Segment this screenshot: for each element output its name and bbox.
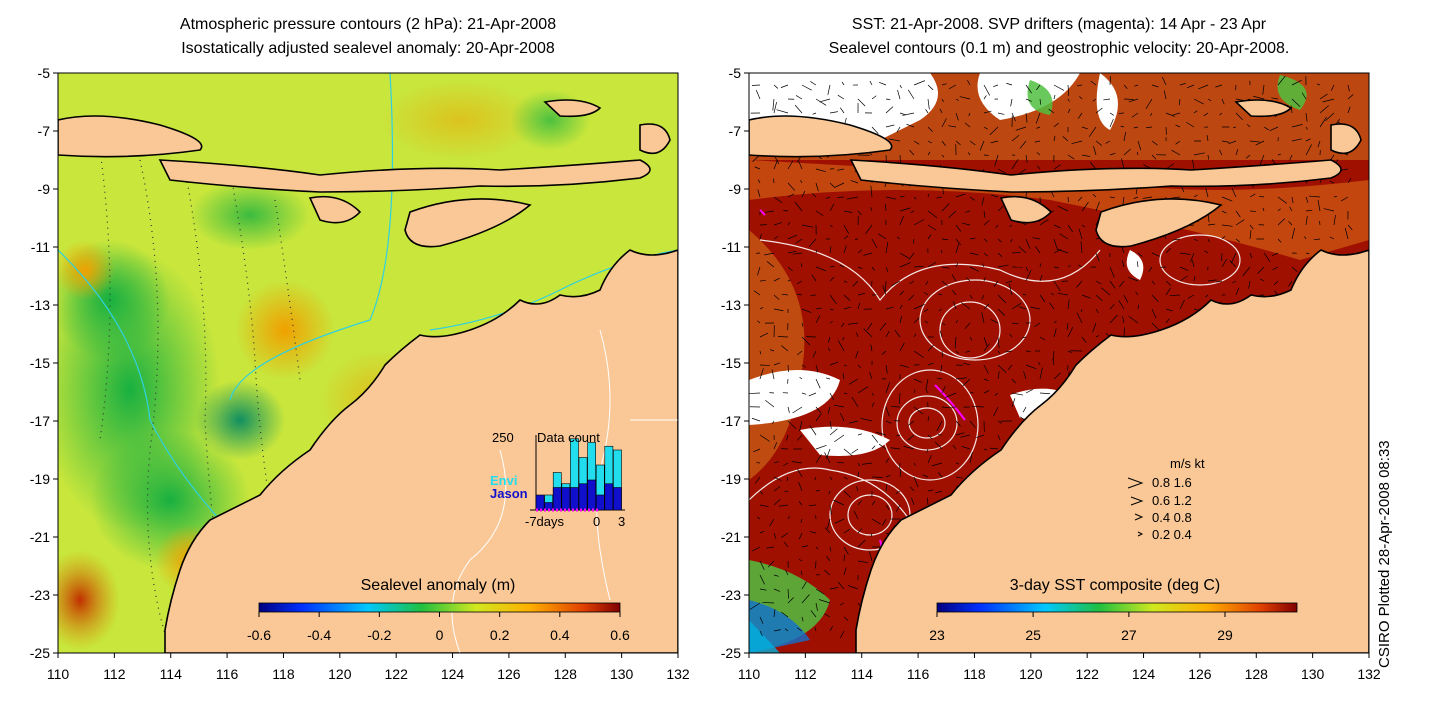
left-ytick-label: -5 [38,65,51,81]
sealevel-colorbar: Sealevel anomaly (m) -0.6 -0.4 -0.2 0 0.2 0.4… [247,577,630,643]
inset-max-label: 250 [492,430,514,445]
sealevel-colorbar-tick-label: -0.4 [307,627,331,643]
right-xtick-label: 122 [1076,666,1100,682]
left-xtick-label: 126 [497,666,521,682]
jason-bar [595,494,605,511]
right-axes: 110 112 114 116 118 120 122 124 126 128 130 132 -5 -7… [721,65,1381,682]
left-ytick-label: -9 [38,181,51,197]
speed-legend-header: m/s kt [1170,456,1205,471]
jason-bar [552,487,562,511]
jason-bar [578,483,588,511]
left-title-line2: Isostatically adjusted sealevel anomaly:… [181,40,555,57]
right-xtick-label: 114 [851,666,874,682]
sealevel-colorbar-tick-label: 0.2 [490,627,510,643]
right-ytick-label: -23 [721,587,741,603]
left-ytick-label: -7 [38,123,51,139]
right-title-line2: Sealevel contours (0.1 m) and geostrophi… [828,40,1290,57]
sealevel-colorbar-tick-label: -0.2 [367,627,391,643]
left-xtick-label: 114 [160,666,183,682]
credit-line: CSIRO Plotted 28-Apr-2008 08:33 [1376,440,1393,668]
right-xtick-label: 112 [794,666,817,682]
sst-colorbar-tick-label: 23 [929,627,945,643]
sealevel-anomaly-map: 250 Data count Envi Jason -7days 0 3 [58,73,678,653]
left-xtick-label: 116 [216,666,239,682]
sealevel-colorbar-tick-label: 0.4 [550,627,570,643]
left-ytick-label: -21 [30,529,50,545]
right-ytick-label: -15 [721,355,741,371]
inset-title: Data count [537,430,600,445]
speed-legend-row-4: 0.2 0.4 [1152,527,1192,542]
left-xtick-label: 112 [103,666,126,682]
left-title-line1: Atmospheric pressure contours (2 hPa): 2… [179,16,557,33]
right-ytick-label: -9 [729,181,742,197]
sst-map: m/s kt 0.8 1.6 0.6 1.2 0.4 0.8 0.2 0.4 [749,73,1369,653]
left-ytick-label: -17 [30,413,50,429]
inset-xtick-zero: 0 [593,514,600,529]
sst-colorbar: 3-day SST composite (deg C) 23 25 27 29 [929,577,1298,643]
right-ytick-label: -7 [729,123,742,139]
right-ytick-label: -17 [721,413,741,429]
left-xtick-label: 110 [47,666,70,682]
jason-bar [587,479,596,511]
right-xtick-label: 120 [1019,666,1043,682]
right-ytick-label: -19 [721,471,741,487]
left-ytick-label: -15 [30,355,50,371]
right-ytick-label: -25 [721,645,741,661]
sealevel-colorbar-tick-label: 0.6 [610,627,630,643]
inset-xtick-end: 3 [618,514,625,529]
jason-bar [561,487,571,511]
sst-colorbar-label: 3-day SST composite (deg C) [1010,577,1220,594]
inset-xtick-start: -7days [525,514,565,529]
sst-colorbar-tick-label: 27 [1121,627,1137,643]
right-ytick-label: -5 [729,65,742,81]
right-ytick-label: -21 [721,529,741,545]
left-ytick-label: -11 [31,239,50,255]
speed-legend: m/s kt 0.8 1.6 0.6 1.2 0.4 0.8 0.2 0.4 [1127,456,1205,542]
sst-colorbar-tick-label: 29 [1217,627,1233,643]
sealevel-colorbar-tick-label: 0 [436,627,444,643]
right-ytick-label: -11 [722,239,741,255]
left-xtick-label: 130 [610,666,634,682]
right-xtick-label: 118 [963,666,986,682]
legend-jason: Jason [490,486,528,501]
right-ytick-label: -13 [721,297,741,313]
left-ytick-label: -23 [30,587,50,603]
left-xtick-label: 122 [385,666,409,682]
right-title-line1: SST: 21-Apr-2008. SVP drifters (magenta)… [851,16,1267,33]
right-xtick-label: 124 [1132,666,1156,682]
left-xtick-label: 132 [666,666,690,682]
sealevel-colorbar-label: Sealevel anomaly (m) [361,577,516,594]
right-xtick-label: 110 [738,666,761,682]
left-ytick-label: -19 [30,471,50,487]
right-xtick-label: 116 [907,666,930,682]
jason-bar [535,494,545,511]
left-xtick-label: 124 [441,666,465,682]
sst-colorbar-tick-label: 25 [1025,627,1041,643]
left-ytick-label: -13 [30,297,50,313]
right-xtick-label: 128 [1245,666,1269,682]
left-xtick-label: 128 [554,666,578,682]
left-xtick-label: 118 [272,666,295,682]
left-axes: 110 112 114 116 118 120 122 124 126 128 130 132 -5 -7… [30,65,690,682]
speed-legend-row-1: 0.8 1.6 [1152,475,1192,490]
left-ytick-label: -25 [30,645,50,661]
legend-envi: Envi [490,473,517,488]
jason-bar [613,487,622,511]
sealevel-colorbar-tick-label: -0.6 [247,627,271,643]
speed-legend-row-2: 0.6 1.2 [1152,493,1192,508]
right-xtick-label: 126 [1188,666,1212,682]
left-xtick-label: 120 [328,666,352,682]
jason-bar [604,483,614,511]
jason-bar [570,487,579,511]
right-xtick-label: 130 [1301,666,1325,682]
data-count-inset: 250 Data count Envi Jason -7days 0 3 [490,430,625,529]
right-xtick-label: 132 [1357,666,1381,682]
speed-legend-row-3: 0.4 0.8 [1152,510,1192,525]
